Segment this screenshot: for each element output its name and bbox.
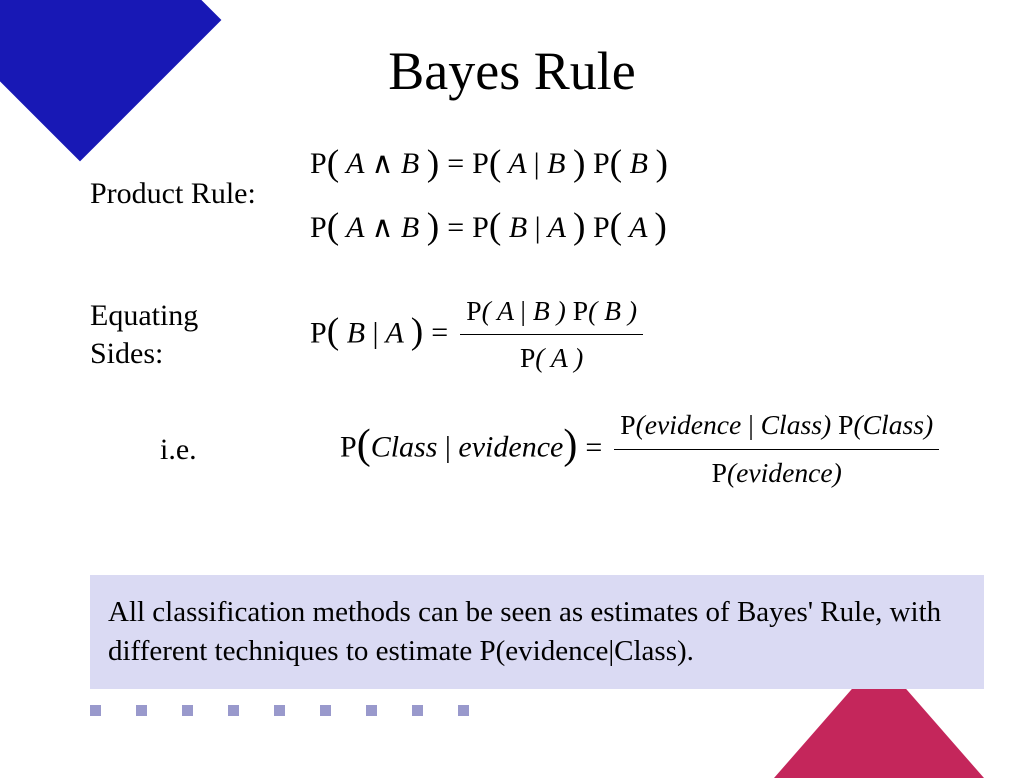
dot-icon [90,705,101,716]
dot-icon [320,705,331,716]
equating-sides-label-l2: Sides: [90,337,163,370]
product-rule-label: Product Rule: [90,175,310,213]
dot-icon [136,705,147,716]
callout-box: All classification methods can be seen a… [90,575,984,689]
product-rule-row: Product Rule: P( A ∧ B )=P( A | B ) P( B… [90,130,984,258]
dot-icon [182,705,193,716]
ie-row: i.e. P(Class | evidence)= P(evidence | C… [90,402,984,497]
dot-icon [458,705,469,716]
equating-sides-row: Equating Sides: P( B | A )= P( A | B ) P… [90,288,984,383]
formula-product-2: P( A ∧ B )=P( B | A ) P( A ) [310,194,668,258]
equating-sides-label: Equating Sides: [90,297,310,372]
equating-sides-label-l1: Equating [90,299,198,332]
equating-sides-formula: P( B | A )= P( A | B ) P( B ) P( A ) [310,288,647,383]
dot-icon [366,705,377,716]
dot-icon [228,705,239,716]
ie-label: i.e. [90,431,310,469]
dot-icon [412,705,423,716]
formula-product-1: P( A ∧ B )=P( A | B ) P( B ) [310,130,668,194]
content-area: Product Rule: P( A ∧ B )=P( A | B ) P( B… [90,130,984,507]
decorative-dot-row [90,705,469,716]
page-title: Bayes Rule [0,40,1024,102]
dot-icon [274,705,285,716]
ie-formula: P(Class | evidence)= P(evidence | Class)… [340,402,943,497]
product-rule-formulas: P( A ∧ B )=P( A | B ) P( B ) P( A ∧ B )=… [310,130,668,258]
